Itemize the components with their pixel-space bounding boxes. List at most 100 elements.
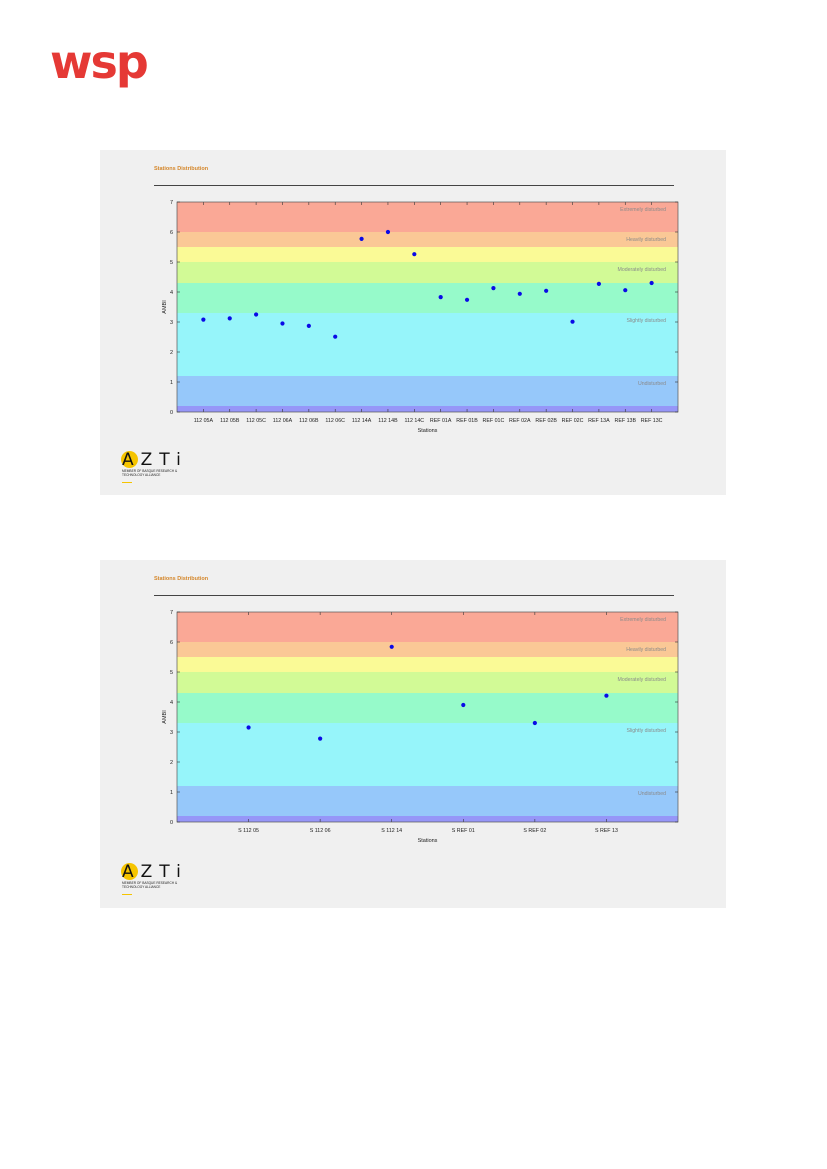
band-1	[177, 376, 678, 406]
band-0	[177, 406, 678, 412]
band-label: Extremely disturbed	[620, 207, 666, 213]
data-point	[254, 312, 259, 317]
band-3	[177, 283, 678, 313]
band-3	[177, 693, 678, 723]
data-point	[227, 316, 232, 321]
plot-frame	[176, 201, 679, 413]
x-tick-label: 112 06B	[299, 418, 319, 424]
y-tick-label: 5	[170, 260, 173, 266]
band-4	[177, 262, 678, 283]
data-point	[461, 702, 466, 708]
azti-logo-circle	[121, 863, 138, 880]
azti-logo-line	[122, 482, 132, 483]
x-tick-label: 112 05B	[220, 418, 240, 424]
data-point	[491, 286, 496, 291]
data-point	[604, 693, 609, 698]
band-label: Slightly disturbed	[626, 728, 666, 734]
band-4	[177, 672, 678, 693]
y-tick-label: 2	[170, 760, 173, 766]
chart-panel-2: Stations Distribution Undisturbed Slightl…	[100, 560, 726, 908]
y-tick-label: 1	[170, 790, 173, 796]
band-label: Undisturbed	[638, 381, 666, 387]
x-tick-label: REF 13A	[588, 418, 610, 424]
x-tick-label: 112 05C	[246, 418, 266, 424]
x-tick-label: S REF 02	[523, 828, 546, 834]
x-tick-label: S 112 05	[238, 828, 259, 834]
data-point	[280, 321, 285, 326]
title-divider	[154, 185, 674, 186]
azti-logo: AZTi Member of Basque Research & Technol…	[120, 862, 190, 898]
x-tick-label: 112 06C	[325, 418, 345, 424]
y-axis-label: AMBI	[162, 710, 168, 724]
data-point	[385, 229, 391, 235]
y-tick-label: 5	[170, 670, 173, 676]
data-point	[596, 281, 601, 286]
data-point	[464, 297, 470, 302]
wsp-logo: wsp	[50, 44, 149, 89]
band-6	[177, 642, 678, 657]
band-label: Heavily disturbed	[626, 647, 666, 653]
data-point	[333, 334, 338, 339]
chart-plot-1: Undisturbed Slightly disturbed Moderately …	[162, 200, 679, 434]
band-5	[177, 247, 678, 262]
band-2	[177, 313, 678, 376]
y-tick-label: 4	[170, 290, 173, 296]
band-1	[177, 786, 678, 816]
azti-logo: AZTi Member of Basque Research & Technol…	[120, 450, 190, 486]
y-tick-label: 1	[170, 380, 173, 386]
x-tick-label: 112 06A	[273, 418, 293, 424]
data-point	[438, 295, 443, 300]
band-label: Heavily disturbed	[626, 237, 666, 243]
band-label: Extremely disturbed	[620, 617, 666, 623]
azti-logo-circle	[121, 451, 138, 468]
data-point	[201, 317, 206, 322]
data-point	[544, 288, 549, 293]
x-tick-label: REF 13B	[615, 418, 637, 424]
azti-member-text: Member of Basque Research & Technology A…	[122, 881, 178, 889]
y-tick-label: 3	[170, 730, 173, 736]
x-tick-label: 112 14A	[352, 418, 372, 424]
x-tick-label: REF 13C	[641, 418, 663, 424]
data-point	[649, 280, 654, 286]
y-tick-label: 2	[170, 350, 173, 356]
plot-frame	[176, 611, 679, 823]
x-tick-label: S 112 06	[310, 828, 331, 834]
wsp-logo-text: wsp	[50, 44, 147, 89]
x-tick-label: 112 14B	[378, 418, 398, 424]
band-5	[177, 657, 678, 672]
y-tick-label: 0	[170, 820, 173, 826]
chart-panel-1: Stations Distribution Undisturbed Slightl…	[100, 150, 726, 495]
data-point	[389, 644, 394, 649]
data-point	[306, 323, 311, 328]
x-tick-label: REF 01A	[430, 418, 452, 424]
x-tick-label: S REF 13	[595, 828, 618, 834]
band-label: Moderately disturbed	[618, 267, 667, 273]
y-tick-label: 0	[170, 410, 173, 416]
y-tick-label: 7	[170, 610, 173, 616]
x-tick-label: REF 02C	[562, 418, 584, 424]
band-2	[177, 723, 678, 786]
data-point	[359, 236, 364, 241]
azti-logo-letters: AZTi	[122, 862, 188, 882]
band-7	[177, 612, 678, 642]
x-tick-label: REF 01B	[456, 418, 478, 424]
band-label: Moderately disturbed	[618, 677, 667, 683]
y-axis-label: AMBI	[162, 300, 168, 314]
chart-title: Stations Distribution	[154, 166, 209, 172]
title-divider	[154, 595, 674, 596]
data-point	[570, 319, 575, 324]
y-tick-label: 4	[170, 700, 173, 706]
data-point	[623, 288, 628, 293]
band-7	[177, 202, 678, 232]
x-tick-label: 112 05A	[194, 418, 214, 424]
x-tick-label: REF 02A	[509, 418, 531, 424]
y-tick-label: 7	[170, 200, 173, 206]
x-axis-label: Stations	[418, 838, 438, 844]
azti-logo-line	[122, 894, 132, 895]
y-tick-label: 6	[170, 640, 173, 646]
data-point	[412, 252, 417, 257]
data-point	[246, 725, 251, 730]
azti-logo-letters: AZTi	[122, 450, 188, 470]
x-tick-label: REF 01C	[483, 418, 505, 424]
chart-title: Stations Distribution	[154, 576, 209, 582]
